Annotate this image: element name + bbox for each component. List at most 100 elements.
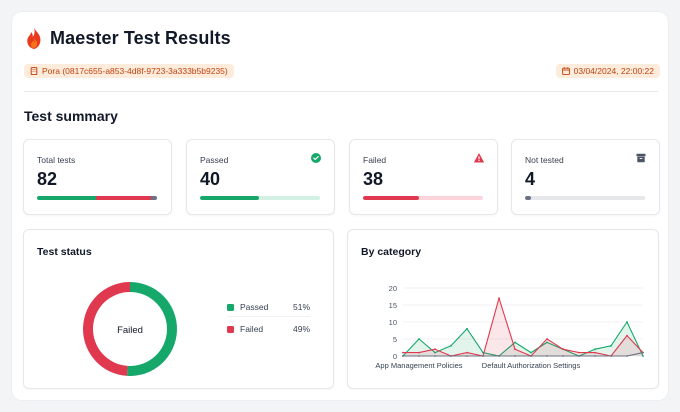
building-icon [30,67,38,75]
y-tick-label: 5 [393,335,397,344]
total-tests-label: Total tests [37,155,76,165]
by-category-chart: 0 5 10 15 20 App Management Policies Default A… [375,284,644,370]
data-point-failed [402,351,404,354]
donut-passed-segment [127,282,178,376]
data-point-not_tested [450,355,452,357]
data-point-failed [418,351,420,354]
total-not-tested-segment [151,196,157,200]
passed-card: Passed 40 [186,139,335,215]
data-point-passed [530,351,532,354]
legend-passed-name: Passed [240,302,269,312]
passed-bar-fill [200,196,259,200]
total-passed-segment [37,196,96,200]
data-point-passed [450,344,452,347]
not-tested-value: 4 [525,169,536,189]
legend-divider [227,316,310,317]
data-point-passed [514,341,516,344]
donut-failed-segment [83,282,130,376]
calendar-icon [561,67,570,75]
series-line-passed [402,321,644,357]
data-point-not_tested [642,351,644,354]
passed-bar [200,196,320,200]
run-date-label: 03/04/2024, 22:00:22 [573,66,654,76]
header-divider [24,91,658,92]
legend-passed-swatch [227,303,234,311]
data-point-passed [418,338,420,340]
data-point-not_tested [610,355,612,357]
test-status-panel: Test status Failed Passed 51% Failed 49% [23,229,334,389]
data-point-not_tested [434,355,436,357]
tenant-badge: Pora (0817c655-a853-4d8f-9723-3a333b5b92… [24,64,234,78]
total-tests-value: 82 [37,169,58,189]
legend-passed: Passed 51% [227,302,310,312]
data-point-failed [626,334,628,337]
run-date-badge: 03/04/2024, 22:00:22 [555,64,660,78]
data-point-failed [546,338,548,340]
data-point-not_tested [546,355,548,357]
tenant-label: Pora (0817c655-a853-4d8f-9723-3a333b5b92… [42,66,228,76]
series-line-failed [403,297,644,357]
data-point-not_tested [402,355,404,357]
not-tested-label: Not tested [525,155,564,165]
data-point-not_tested [594,355,596,357]
legend-failed-name: Failed [240,324,264,334]
data-point-passed [546,341,548,344]
not-tested-card: Not tested 4 [511,139,660,215]
warning-triangle-icon [474,153,484,163]
data-point-failed [594,351,596,354]
data-point-failed [562,348,564,351]
data-point-failed [434,348,436,351]
data-point-failed [514,348,516,351]
y-tick-label: 20 [389,284,397,293]
flame-logo-icon [27,27,41,49]
data-point-passed [434,351,436,354]
page-header: Maester Test Results [24,26,231,50]
total-tests-bar [37,196,157,200]
y-tick-label: 10 [389,318,397,327]
failed-card: Failed 38 [349,139,498,215]
failed-value: 38 [363,169,384,189]
not-tested-bar [525,196,645,200]
data-point-passed [626,321,628,323]
data-point-not_tested [562,355,564,357]
data-point-passed [594,348,596,351]
archive-box-icon [636,153,646,163]
data-point-passed [610,344,612,347]
legend-passed-percent: 51% [292,302,310,312]
data-point-failed [466,351,468,354]
test-summary-heading: Test summary [24,108,118,124]
data-point-not_tested [626,355,628,357]
legend-failed-percent: 49% [292,324,310,334]
results-page: Maester Test Results Pora (0817c655-a853… [12,12,668,400]
x-tick-label: Default Authorization Settings [482,361,581,370]
legend-failed-swatch [227,325,234,333]
data-point-not_tested [530,355,532,357]
passed-value: 40 [200,169,221,189]
y-tick-label: 15 [389,301,397,310]
legend-failed: Failed 49% [227,324,310,334]
x-tick-label: App Management Policies [375,361,462,370]
data-point-not_tested [482,355,484,357]
total-tests-card: Total tests 82 [23,139,172,215]
series-area-failed [403,298,643,356]
failed-label: Failed [363,155,387,165]
data-point-passed [642,355,644,357]
page-title: Maester Test Results [50,27,231,48]
series-line-not_tested [403,352,644,357]
by-category-title: By category [361,246,422,258]
y-tick-label: 0 [393,352,397,361]
data-point-not_tested [514,355,516,357]
data-point-failed [498,297,500,300]
data-point-not_tested [466,355,468,357]
test-status-donut: Failed [83,282,178,376]
passed-label: Passed [200,155,229,165]
total-failed-segment [95,196,152,200]
test-status-title: Test status [37,246,92,258]
data-point-passed [466,327,468,330]
series-area-passed [403,322,643,356]
check-circle-icon [311,153,321,163]
data-point-not_tested [418,355,420,357]
by-category-panel: By category 0 5 10 15 20 App Management Polic… [347,229,659,389]
failed-bar [363,196,483,200]
donut-center-label: Failed [117,325,143,336]
